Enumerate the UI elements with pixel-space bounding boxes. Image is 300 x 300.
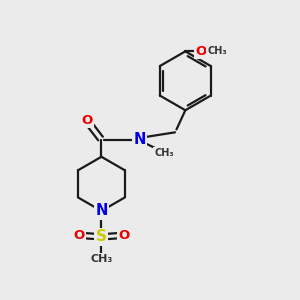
- Text: CH₃: CH₃: [90, 254, 112, 264]
- Text: CH₃: CH₃: [154, 148, 174, 158]
- Text: N: N: [134, 132, 146, 147]
- Text: N: N: [95, 203, 108, 218]
- Text: CH₃: CH₃: [207, 46, 227, 56]
- Text: O: O: [73, 229, 84, 242]
- Text: O: O: [195, 45, 206, 58]
- Text: O: O: [81, 114, 92, 127]
- Text: S: S: [96, 230, 107, 244]
- Text: O: O: [118, 229, 130, 242]
